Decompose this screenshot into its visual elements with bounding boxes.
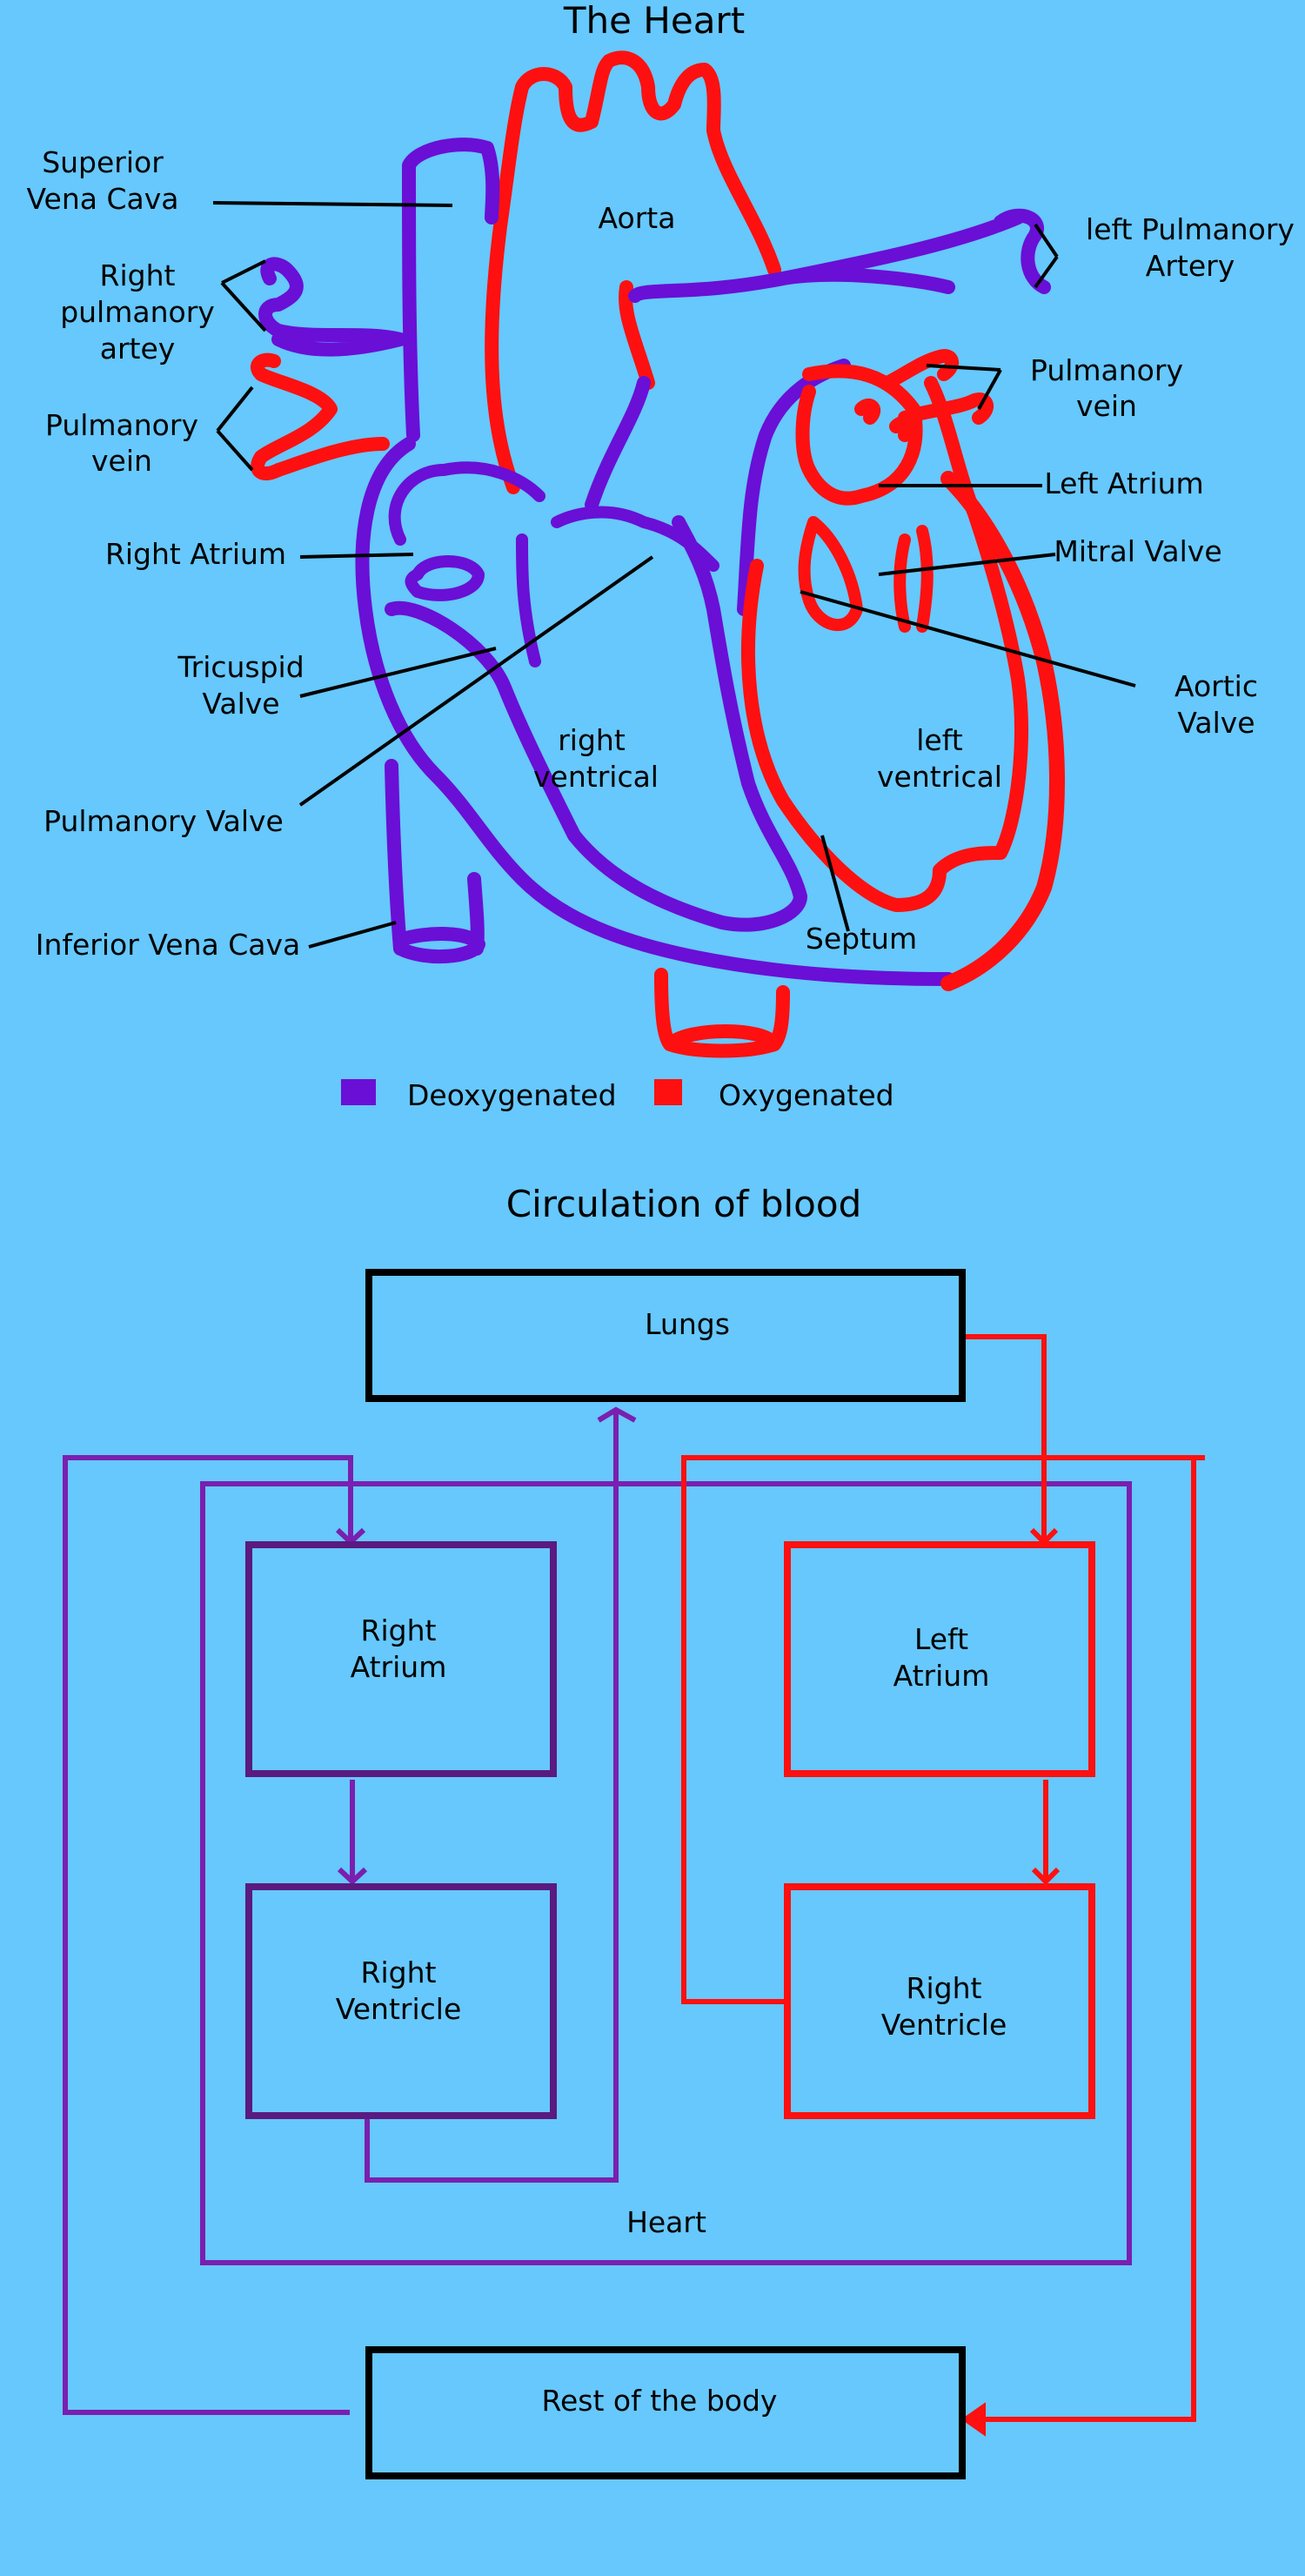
- superior-vena-cava-shape: [402, 138, 500, 442]
- legend-swatch-oxygenated: [654, 1079, 682, 1105]
- heart-container-label: Heart: [626, 2205, 706, 2239]
- label-pulmonary-vein-right-2: vein: [91, 444, 152, 478]
- pulmonary-vein-right-shape: [251, 352, 390, 480]
- arrow-into-lungs: [597, 1406, 637, 1423]
- label-pulmonary-valve: Pulmanory Valve: [44, 804, 284, 838]
- legend: Deoxygenated Oxygenated: [341, 1078, 894, 1112]
- label-tricuspid-valve-2: Valve: [202, 687, 279, 721]
- heart-drawing: [251, 50, 1065, 1058]
- label-right-pulmonary-artery-1: Right: [100, 258, 176, 292]
- flow-labels: Lungs Right Atrium Right Ventricle Left …: [336, 1307, 1007, 2418]
- label-pulmonary-vein-left-2: vein: [1076, 389, 1137, 423]
- right-pulmonary-artery-shape: [258, 257, 407, 357]
- label-inferior-vena-cava: Inferior Vena Cava: [36, 928, 301, 962]
- aortic-arch-inner: [619, 280, 655, 390]
- left-ventricle-box-label-2: Ventricle: [881, 2008, 1007, 2042]
- flow-lungs-to-left-atrium: [961, 1334, 1047, 1540]
- right-atrium-box-label-1: Right: [361, 1613, 437, 1647]
- left-atrium-shape: [795, 364, 923, 506]
- right-ventricle-outline: [385, 515, 807, 932]
- left-ventricle-box-label-1: Right: [907, 1971, 982, 2005]
- right-ventricle-box: [245, 1883, 557, 2119]
- label-mitral-valve: Mitral Valve: [1054, 534, 1221, 568]
- flow-boxes: [245, 1269, 1095, 2479]
- tricuspid-valve-shape: [516, 506, 719, 667]
- label-aorta: Aorta: [599, 201, 676, 235]
- flow-lv-to-body-right: [974, 1458, 1196, 2422]
- arrow-into-body: [960, 2402, 986, 2437]
- label-left-pulmonary-artery-1: left Pulmanory: [1086, 212, 1295, 246]
- right-heart-outline: [355, 437, 955, 986]
- right-atrium-box: [245, 1541, 557, 1777]
- label-pulmonary-vein-left-1: Pulmanory: [1030, 353, 1183, 387]
- right-ventricle-box-label-1: Right: [361, 1955, 437, 1989]
- label-left-atrium: Left Atrium: [1044, 466, 1203, 500]
- left-heart-outline: [741, 376, 1028, 912]
- label-right-pulmonary-artery-3: artey: [100, 332, 176, 366]
- legend-swatch-deoxygenated: [341, 1079, 376, 1105]
- label-pulmonary-vein-right-1: Pulmanory: [45, 408, 198, 442]
- label-superior-vena-cava-1: Superior: [42, 145, 164, 179]
- right-atrium-box-label-2: Atrium: [351, 1650, 447, 1684]
- descending-aorta-shape: [940, 471, 1065, 991]
- legend-label-deoxygenated: Deoxygenated: [407, 1078, 617, 1112]
- leader-lines: [212, 201, 1136, 949]
- label-left-pulmonary-artery-2: Artery: [1146, 249, 1235, 283]
- flow-lines: [63, 1334, 1205, 2437]
- bottom-vessel-shape: [654, 968, 790, 1058]
- left-atrium-box-label-2: Atrium: [893, 1659, 990, 1693]
- legend-label-oxygenated: Oxygenated: [719, 1078, 894, 1112]
- right-atrium-inner: [388, 461, 545, 601]
- label-septum: Septum: [806, 922, 917, 956]
- label-aortic-valve-1: Aortic: [1174, 669, 1258, 703]
- heart-labels: Superior Vena Cava Aorta left Pulmanory …: [27, 145, 1295, 962]
- lungs-box: [365, 1269, 966, 1402]
- aorta-shape: [485, 50, 781, 494]
- label-left-ventricle-2: ventrical: [877, 760, 1002, 794]
- label-right-ventricle-1: right: [558, 723, 626, 757]
- heart-title: The Heart: [563, 0, 745, 42]
- label-superior-vena-cava-2: Vena Cava: [27, 182, 179, 216]
- left-ventricle-box: [784, 1883, 1095, 2119]
- label-right-ventricle-2: ventrical: [533, 760, 659, 794]
- lungs-box-label: Lungs: [645, 1307, 730, 1341]
- circulation-title: Circulation of blood: [506, 1183, 861, 1225]
- label-left-ventricle-1: left: [916, 723, 963, 757]
- inferior-vena-cava-shape: [385, 759, 485, 963]
- label-right-pulmonary-artery-2: pulmanory: [60, 295, 215, 329]
- left-atrium-box: [784, 1541, 1095, 1777]
- label-right-atrium: Right Atrium: [105, 537, 286, 571]
- flow-rv-to-lungs: [365, 1410, 619, 2183]
- arrow-into-right-ventricle: [337, 1867, 368, 1886]
- right-ventricle-box-label-2: Ventricle: [336, 1992, 462, 2026]
- label-tricuspid-valve-1: Tricuspid: [177, 650, 304, 684]
- body-box-label: Rest of the body: [542, 2384, 778, 2418]
- body-box: [365, 2346, 966, 2479]
- label-aortic-valve-2: Valve: [1177, 706, 1255, 740]
- left-atrium-box-label-1: Left: [914, 1622, 968, 1656]
- flow-lv-to-body: [681, 1455, 1205, 2004]
- pulmonary-artery-shape: [585, 208, 1051, 512]
- heart-container: [200, 1481, 1132, 2265]
- arrow-into-left-ventricle: [1031, 1867, 1061, 1886]
- flow-body-to-right-atrium: [63, 1455, 353, 2415]
